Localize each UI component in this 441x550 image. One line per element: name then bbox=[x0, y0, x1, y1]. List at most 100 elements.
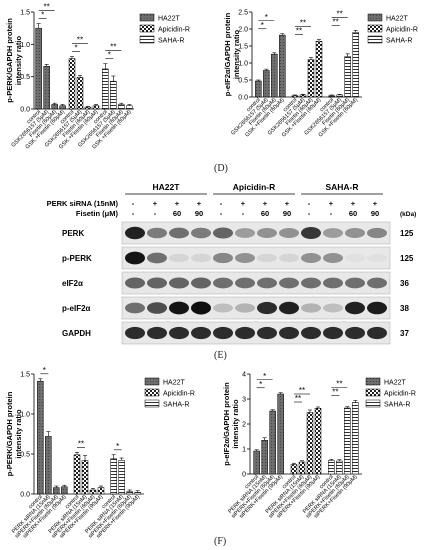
blot-treatment-mark: 90 bbox=[195, 209, 203, 218]
blot-band bbox=[213, 326, 233, 340]
peif2a-chart-f: p-eIF2α/GAPDH protein intensity ratio 0 1 2 3… bbox=[222, 372, 416, 520]
y-tick-label: 3 bbox=[242, 397, 246, 404]
blot-treatment-mark: + bbox=[153, 199, 158, 208]
blot-band bbox=[125, 277, 145, 289]
significance-mark: ** bbox=[332, 388, 338, 397]
blot-band bbox=[235, 326, 255, 340]
significance-mark: ** bbox=[296, 27, 302, 36]
significance-mark: ** bbox=[299, 386, 305, 395]
blot-band-label: p-eIF2α bbox=[62, 304, 91, 313]
y-tick-label: 1.5 bbox=[238, 44, 248, 51]
panel-letter-d: (D) bbox=[214, 163, 228, 174]
bar bbox=[299, 94, 307, 98]
blot-band bbox=[235, 277, 255, 289]
legend-swatch bbox=[367, 35, 383, 44]
blot-band bbox=[147, 277, 167, 289]
blot-band bbox=[345, 253, 365, 263]
blot-band bbox=[147, 252, 167, 264]
blot-band bbox=[125, 302, 145, 314]
bar bbox=[118, 104, 125, 110]
blot-band bbox=[301, 277, 321, 289]
y-tick-label: 1 bbox=[242, 447, 246, 454]
legend-label: SAHA-R bbox=[158, 38, 184, 45]
bar bbox=[307, 59, 315, 98]
significance-mark: ** bbox=[77, 36, 83, 45]
blot-strip bbox=[121, 271, 391, 295]
y-tick-label: 2.5 bbox=[238, 10, 248, 17]
legend-swatch bbox=[144, 377, 160, 386]
y-tick-label: 1.5 bbox=[20, 372, 30, 379]
significance-mark: * bbox=[265, 13, 268, 22]
legend-label: Apicidin-R bbox=[384, 391, 416, 398]
blot-treatment-mark: - bbox=[220, 199, 223, 208]
bar bbox=[279, 34, 286, 98]
y-axis-label: intensity ratio bbox=[14, 36, 23, 86]
blot-band bbox=[257, 326, 277, 340]
legend-swatch bbox=[365, 399, 381, 408]
bar bbox=[277, 393, 284, 475]
bar bbox=[306, 412, 314, 475]
blot-treatment-mark: + bbox=[285, 199, 290, 208]
bar bbox=[126, 105, 133, 110]
legend-label: HA22T bbox=[158, 16, 181, 23]
blot-treatment-label: Fisetin (μM) bbox=[76, 209, 119, 218]
blot-band bbox=[191, 326, 211, 340]
blot-band bbox=[323, 326, 343, 340]
significance-mark: * bbox=[41, 11, 44, 20]
blot-band bbox=[345, 228, 365, 238]
blot-band bbox=[345, 277, 365, 289]
blot-treatment-mark: 60 bbox=[261, 209, 269, 218]
blot-band-label: PERK bbox=[62, 229, 84, 238]
blot-band bbox=[125, 226, 145, 240]
y-tick-label: 1.0 bbox=[238, 61, 248, 68]
legend-swatch bbox=[365, 388, 381, 397]
blot-treatment-mark: 90 bbox=[371, 209, 379, 218]
y-tick-label: 1.0 bbox=[20, 412, 30, 419]
blot-kda: 125 bbox=[400, 254, 414, 263]
bar bbox=[53, 487, 60, 495]
legend-swatch bbox=[144, 399, 160, 408]
legend-swatch bbox=[144, 388, 160, 397]
blot-band bbox=[367, 227, 387, 239]
significance-mark: * bbox=[43, 366, 46, 375]
blot-strip bbox=[121, 246, 391, 270]
bar bbox=[253, 450, 260, 475]
blot-band bbox=[213, 277, 233, 289]
blot-band bbox=[323, 277, 343, 289]
blot-band bbox=[367, 277, 387, 289]
y-tick-label: 0.5 bbox=[238, 78, 248, 85]
blot-band bbox=[279, 253, 299, 263]
y-tick-label: 2 bbox=[242, 422, 246, 429]
legend-label: HA22T bbox=[386, 16, 409, 23]
bar bbox=[336, 94, 343, 98]
legend-swatch bbox=[365, 377, 381, 386]
blot-band bbox=[169, 301, 189, 315]
y-tick-label: 1.5 bbox=[20, 10, 30, 17]
bar bbox=[118, 460, 125, 495]
bar bbox=[76, 77, 84, 110]
blot-band bbox=[191, 227, 211, 239]
blot-band bbox=[323, 303, 343, 313]
blot-band bbox=[191, 253, 211, 263]
blot-band bbox=[147, 302, 167, 314]
bar bbox=[255, 80, 262, 98]
blot-treatment-mark: 60 bbox=[173, 209, 181, 218]
bar bbox=[134, 492, 141, 495]
significance-mark: ** bbox=[78, 439, 84, 448]
blot-band bbox=[323, 253, 343, 263]
legend-label: SAHA-R bbox=[384, 402, 410, 409]
blot-band bbox=[279, 228, 299, 238]
significance-mark: ** bbox=[336, 380, 342, 389]
blot-treatment-mark: + bbox=[373, 199, 378, 208]
legend-swatch bbox=[367, 13, 383, 22]
blot-group-header: SAHA-R bbox=[325, 182, 358, 192]
blot-band bbox=[367, 253, 387, 263]
y-axis-label: p-eIF2α/GAPDH protein bbox=[223, 12, 232, 96]
blot-band bbox=[301, 253, 321, 263]
panel-letter-e: (E) bbox=[214, 350, 227, 361]
bar bbox=[73, 454, 81, 495]
blot-group-header: HA22T bbox=[153, 182, 181, 192]
bar bbox=[336, 460, 343, 475]
blot-band bbox=[169, 227, 189, 239]
